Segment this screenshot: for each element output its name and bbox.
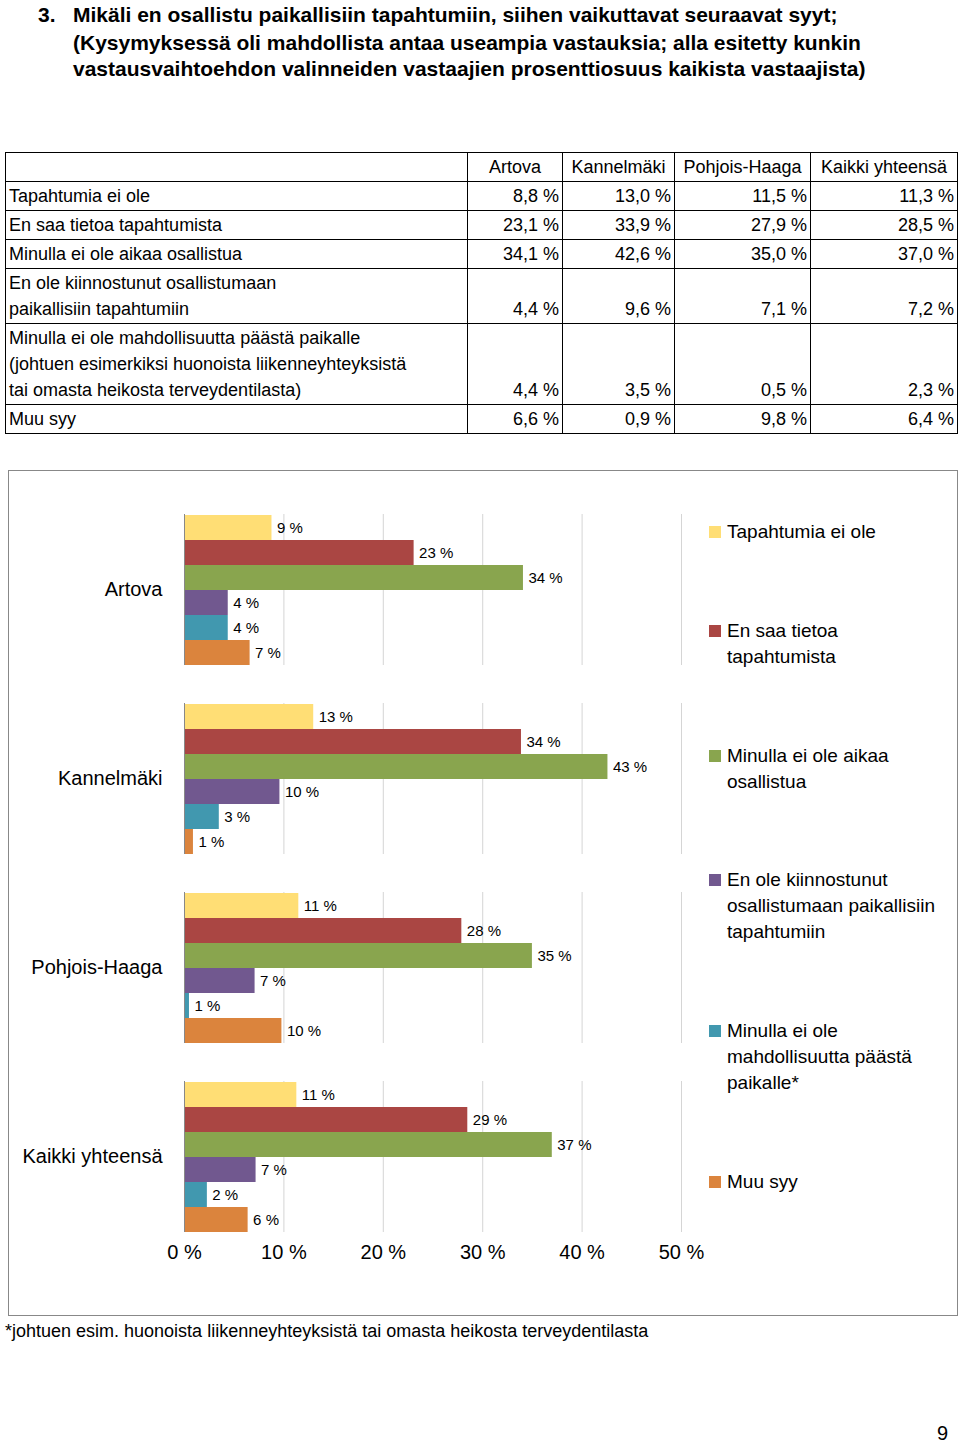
html-text:11,5 %: 11,5 % bbox=[752, 186, 807, 206]
svg-text:6 %: 6 % bbox=[253, 1211, 279, 1228]
html-text:7,2 %: 7,2 % bbox=[908, 299, 954, 319]
html-text:7,1 %: 7,1 % bbox=[761, 299, 807, 319]
html-text:4,4 %: 4,4 % bbox=[513, 380, 560, 400]
svg-text:23 %: 23 % bbox=[419, 544, 453, 561]
html-text:Kaikki yhteensä: Kaikki yhteensä bbox=[821, 157, 947, 177]
html-text:Artova: Artova bbox=[489, 157, 542, 177]
svg-text:11 %: 11 % bbox=[302, 1086, 335, 1103]
html-text:13,0 %: 13,0 % bbox=[615, 186, 671, 206]
svg-text:35 %: 35 % bbox=[537, 947, 571, 964]
html-text:42,6 %: 42,6 % bbox=[615, 244, 671, 264]
html-text:Minulla ei ole aikaa osallistu: Minulla ei ole aikaa osallistua bbox=[9, 244, 243, 264]
html-text:35,0 %: 35,0 % bbox=[751, 244, 807, 264]
svg-text:2 %: 2 % bbox=[212, 1186, 238, 1203]
html-text:Pohjois-Haaga: Pohjois-Haaga bbox=[683, 157, 802, 177]
html-text:Muu syy: Muu syy bbox=[727, 1171, 798, 1192]
svg-text:34 %: 34 % bbox=[528, 569, 562, 586]
html-text:2,3 %: 2,3 % bbox=[908, 380, 954, 400]
html-text:6,6 %: 6,6 % bbox=[513, 409, 560, 429]
html-text:Tapahtumia ei ole: Tapahtumia ei ole bbox=[9, 186, 151, 206]
html-text:33,9 %: 33,9 % bbox=[615, 215, 671, 235]
html-text:*johtuen esim. huonoista liike: *johtuen esim. huonoista liikenneyhteyks… bbox=[5, 1321, 649, 1341]
html-text:9,6 %: 9,6 % bbox=[625, 299, 671, 319]
svg-text:37 %: 37 % bbox=[557, 1136, 591, 1153]
html-text:En saa tietoa tapahtumista: En saa tietoa tapahtumista bbox=[727, 619, 838, 667]
svg-text:29 %: 29 % bbox=[473, 1111, 507, 1128]
html-text:Kannelmäki: Kannelmäki bbox=[571, 157, 666, 177]
html-text:(Kysymyksessä oli mahdollista: (Kysymyksessä oli mahdollista antaa usea… bbox=[73, 31, 866, 80]
html-text:3.: 3. bbox=[38, 3, 56, 26]
svg-text:11 %: 11 % bbox=[304, 897, 337, 914]
svg-text:9 %: 9 % bbox=[277, 519, 303, 536]
html-text:En ole kiinnostunut osallistum: En ole kiinnostunut osallistumaan paikal… bbox=[727, 869, 935, 943]
svg-text:0 %: 0 % bbox=[167, 1241, 202, 1263]
svg-text:28 %: 28 % bbox=[467, 922, 501, 939]
svg-text:10 %: 10 % bbox=[287, 1022, 321, 1039]
svg-text:40 %: 40 % bbox=[559, 1241, 605, 1263]
svg-text:10 %: 10 % bbox=[285, 783, 319, 800]
html-text:37,0 %: 37,0 % bbox=[898, 244, 954, 264]
svg-text:7 %: 7 % bbox=[260, 972, 286, 989]
svg-text:13 %: 13 % bbox=[319, 708, 353, 725]
svg-text:Kaikki yhteensä: Kaikki yhteensä bbox=[22, 1145, 163, 1167]
svg-text:30 %: 30 % bbox=[460, 1241, 506, 1263]
html-text:34,1 %: 34,1 % bbox=[503, 244, 560, 264]
html-text:27,9 %: 27,9 % bbox=[751, 215, 807, 235]
svg-text:1 %: 1 % bbox=[198, 833, 224, 850]
svg-text:43 %: 43 % bbox=[613, 758, 647, 775]
html-text:Tapahtumia ei ole: Tapahtumia ei ole bbox=[727, 521, 876, 542]
html-text:3,5 %: 3,5 % bbox=[625, 380, 671, 400]
html-text:Muu syy: Muu syy bbox=[9, 409, 76, 429]
svg-text:7 %: 7 % bbox=[261, 1161, 287, 1178]
html-text:9: 9 bbox=[936, 1422, 948, 1444]
svg-text:Kannelmäki: Kannelmäki bbox=[58, 767, 163, 789]
svg-text:1 %: 1 % bbox=[194, 997, 220, 1014]
svg-text:20 %: 20 % bbox=[361, 1241, 407, 1263]
html-text:28,5 %: 28,5 % bbox=[898, 215, 954, 235]
svg-text:7 %: 7 % bbox=[255, 644, 281, 661]
html-text:0,5 %: 0,5 % bbox=[761, 380, 807, 400]
svg-text:4 %: 4 % bbox=[233, 619, 259, 636]
html-text:23,1 %: 23,1 % bbox=[503, 215, 560, 235]
html-text:Minulla ei ole mahdollisuutta: Minulla ei ole mahdollisuutta päästä pai… bbox=[9, 328, 407, 400]
svg-text:10 %: 10 % bbox=[261, 1241, 307, 1263]
html-text:11,3 %: 11,3 % bbox=[899, 186, 954, 206]
html-text:6,4 %: 6,4 % bbox=[908, 409, 954, 429]
svg-text:3 %: 3 % bbox=[224, 808, 250, 825]
svg-text:Pohjois-Haaga: Pohjois-Haaga bbox=[31, 956, 163, 978]
html-text:Mikäli en osallistu paikallisi: Mikäli en osallistu paikallisiin tapahtu… bbox=[73, 3, 838, 26]
svg-text:50 %: 50 % bbox=[659, 1241, 705, 1263]
html-text:Minulla ei ole aikaa osallistu: Minulla ei ole aikaa osallistua bbox=[727, 744, 889, 792]
html-text:Minulla ei ole mahdollisuutta: Minulla ei ole mahdollisuutta päästä pai… bbox=[727, 1020, 912, 1094]
html-text:4,4 %: 4,4 % bbox=[513, 299, 560, 319]
html-text:8,8 %: 8,8 % bbox=[513, 186, 560, 206]
svg-text:4 %: 4 % bbox=[233, 594, 259, 611]
html-text:En saa tietoa tapahtumista: En saa tietoa tapahtumista bbox=[9, 215, 223, 235]
html-text:En ole kiinnostunut osallistum: En ole kiinnostunut osallistumaan paikal… bbox=[9, 273, 277, 319]
svg-text:Artova: Artova bbox=[105, 578, 164, 600]
html-text:9,8 %: 9,8 % bbox=[761, 409, 807, 429]
svg-text:34 %: 34 % bbox=[526, 733, 560, 750]
html-text:0,9 %: 0,9 % bbox=[625, 409, 671, 429]
